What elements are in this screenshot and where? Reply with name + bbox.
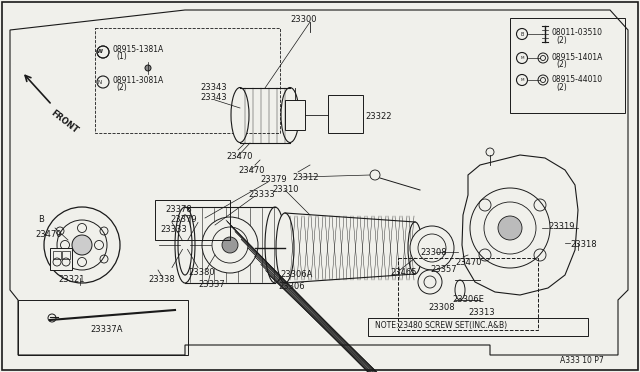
Text: 23470: 23470: [226, 152, 253, 161]
Bar: [53, 251, 61, 259]
Text: 23308: 23308: [428, 303, 454, 312]
Circle shape: [72, 235, 92, 255]
Text: 23310: 23310: [272, 185, 298, 194]
Text: W: W: [97, 48, 103, 54]
Text: 08915-1381A: 08915-1381A: [112, 45, 163, 54]
Text: 23379: 23379: [170, 215, 196, 224]
Text: NOTE:23480 SCREW SET(INC.A&B): NOTE:23480 SCREW SET(INC.A&B): [375, 321, 507, 330]
Text: 23337A: 23337A: [90, 325, 122, 334]
Circle shape: [212, 227, 248, 263]
Text: N: N: [98, 80, 102, 84]
Text: M: M: [520, 56, 524, 60]
Bar: [62, 251, 70, 259]
Circle shape: [418, 234, 446, 262]
Text: 08911-3081A: 08911-3081A: [112, 76, 163, 85]
Text: 08915-1401A: 08915-1401A: [552, 53, 604, 62]
Circle shape: [370, 170, 380, 180]
Ellipse shape: [231, 87, 249, 142]
Text: 23378: 23378: [165, 205, 192, 214]
Text: (2): (2): [556, 36, 567, 45]
Bar: [95, 28, 280, 133]
Ellipse shape: [281, 87, 299, 142]
Text: 23465: 23465: [390, 268, 417, 277]
Ellipse shape: [178, 215, 192, 275]
Bar: [510, 18, 625, 113]
Ellipse shape: [175, 207, 195, 283]
Text: B: B: [38, 215, 44, 224]
Text: 23380: 23380: [188, 268, 214, 277]
Text: 23306A: 23306A: [280, 270, 312, 279]
Text: M: M: [520, 78, 524, 82]
Text: 23321: 23321: [58, 275, 84, 284]
Text: 23343: 23343: [200, 83, 227, 92]
Text: 23318: 23318: [570, 240, 596, 249]
Text: 23306E: 23306E: [452, 295, 484, 304]
Text: 23470: 23470: [35, 230, 61, 239]
Ellipse shape: [276, 213, 294, 283]
Circle shape: [57, 220, 107, 270]
Text: 23319: 23319: [548, 222, 575, 231]
Bar: [328, 95, 363, 133]
Text: 23300: 23300: [290, 15, 317, 24]
Text: (2): (2): [116, 83, 127, 92]
Text: (1): (1): [116, 52, 127, 61]
Text: 23333: 23333: [248, 190, 275, 199]
Circle shape: [44, 207, 120, 283]
Circle shape: [498, 216, 522, 240]
Text: 23338: 23338: [148, 275, 175, 284]
Text: 23357: 23357: [430, 265, 456, 274]
Circle shape: [418, 270, 442, 294]
Circle shape: [145, 65, 151, 71]
Text: 23343: 23343: [200, 93, 227, 102]
Bar: [368, 318, 588, 336]
Text: A333 10 P7: A333 10 P7: [560, 356, 604, 365]
Text: 23306: 23306: [278, 282, 305, 291]
Text: 23379: 23379: [260, 175, 287, 184]
Ellipse shape: [265, 207, 285, 283]
Text: 23470: 23470: [455, 258, 481, 267]
Text: 23308: 23308: [420, 248, 447, 257]
Circle shape: [484, 202, 536, 254]
Ellipse shape: [408, 222, 422, 274]
Text: W: W: [97, 48, 103, 54]
Text: 23312: 23312: [292, 173, 319, 182]
Text: 23337: 23337: [198, 280, 225, 289]
Bar: [155, 200, 230, 240]
Bar: [18, 300, 188, 355]
Circle shape: [470, 188, 550, 268]
Bar: [398, 258, 538, 330]
Text: 23470: 23470: [238, 166, 264, 175]
Text: 08011-03510: 08011-03510: [552, 28, 603, 37]
Ellipse shape: [455, 280, 465, 300]
Circle shape: [222, 237, 238, 253]
Text: 08915-44010: 08915-44010: [552, 75, 603, 84]
Text: (2): (2): [556, 83, 567, 92]
Text: (2): (2): [556, 60, 567, 69]
Circle shape: [202, 217, 258, 273]
Text: 23333: 23333: [160, 225, 187, 234]
Text: B: B: [520, 32, 524, 36]
Bar: [285, 100, 305, 130]
Circle shape: [410, 226, 454, 270]
Text: 23313: 23313: [468, 308, 495, 317]
Bar: [50, 248, 72, 270]
Text: 23322: 23322: [365, 112, 392, 121]
Text: FRONT: FRONT: [49, 108, 80, 135]
